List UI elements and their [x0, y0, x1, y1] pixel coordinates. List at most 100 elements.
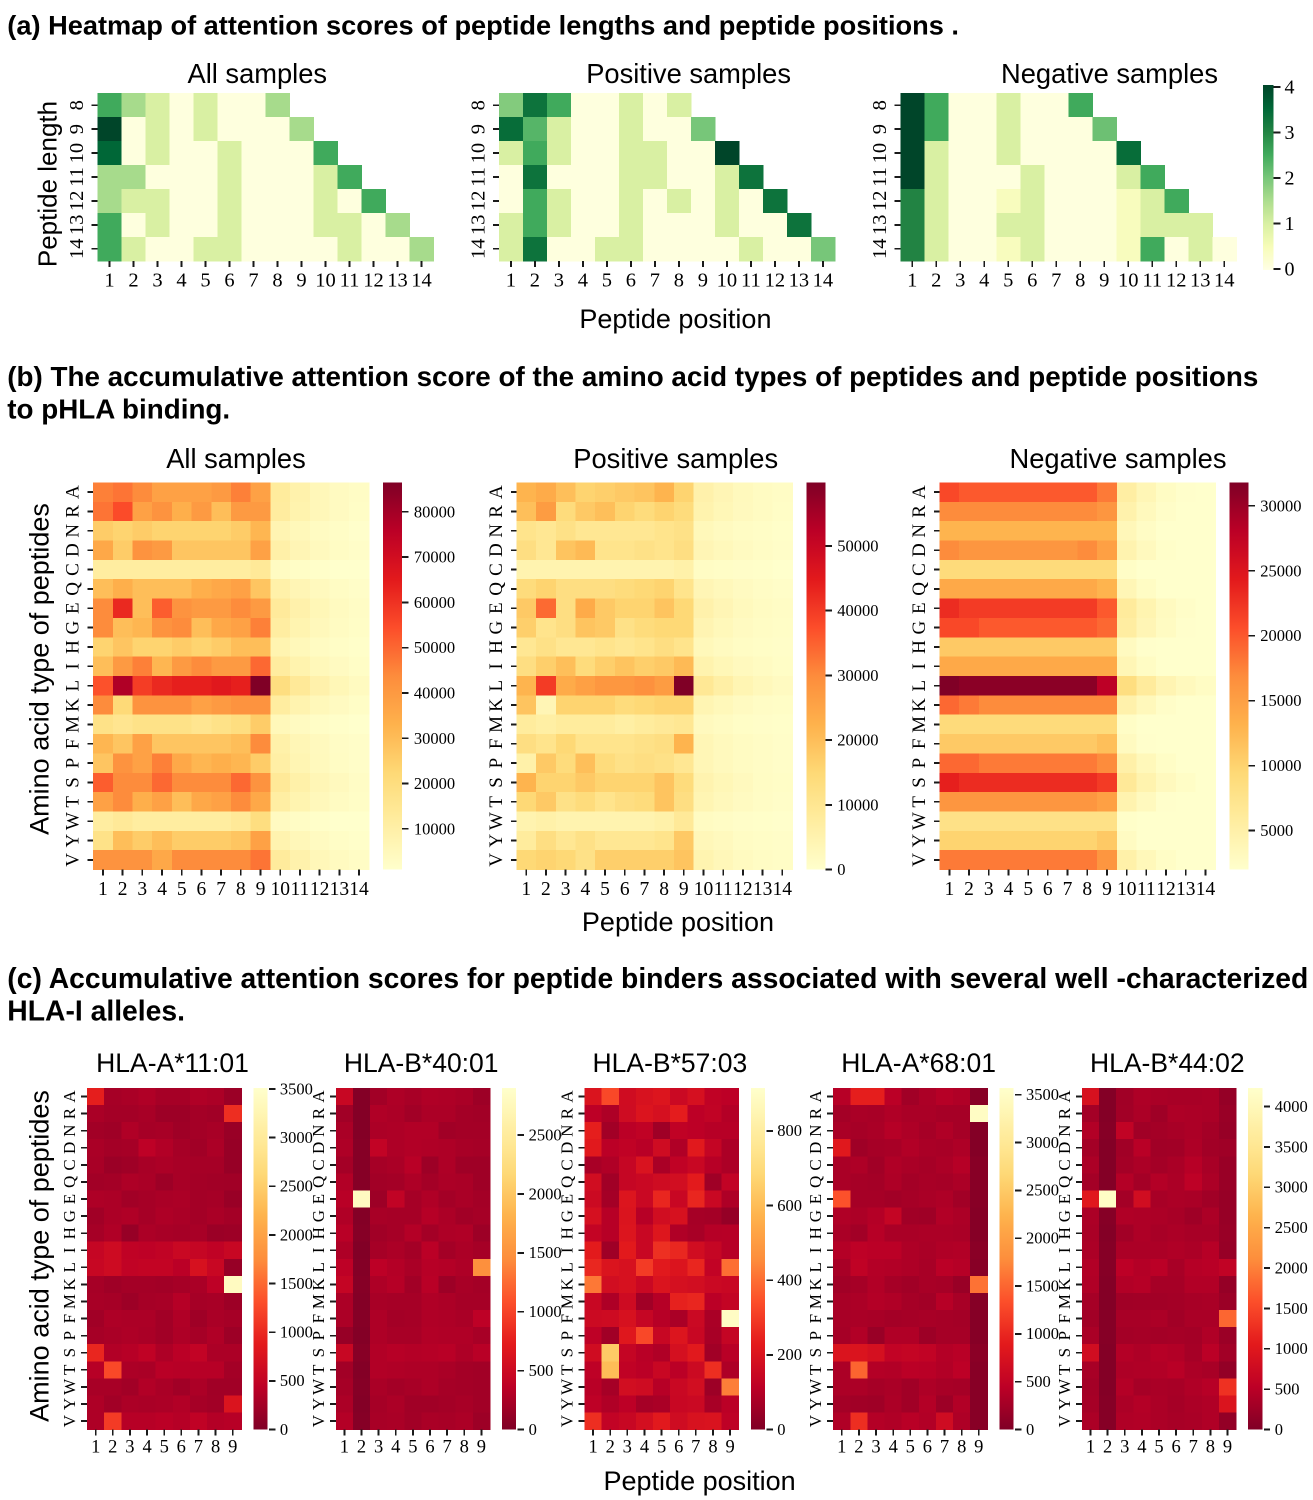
svg-text:8: 8 — [957, 1438, 966, 1458]
svg-text:Peptide position: Peptide position — [582, 907, 774, 937]
svg-text:F: F — [1055, 1314, 1074, 1323]
svg-text:6: 6 — [177, 1438, 186, 1458]
svg-text:1: 1 — [104, 270, 114, 292]
svg-text:M: M — [60, 1294, 79, 1309]
svg-text:N: N — [309, 1125, 328, 1137]
svg-text:Negative samples: Negative samples — [1010, 443, 1227, 474]
svg-text:13: 13 — [387, 270, 408, 292]
svg-text:M: M — [1055, 1294, 1074, 1309]
svg-text:C: C — [806, 1159, 825, 1170]
svg-text:5: 5 — [200, 270, 210, 292]
svg-text:Q: Q — [1055, 1176, 1074, 1188]
svg-text:K: K — [60, 1278, 79, 1291]
svg-text:F: F — [309, 1314, 328, 1323]
svg-text:I: I — [486, 663, 507, 669]
svg-text:2000: 2000 — [529, 1184, 562, 1203]
svg-text:N: N — [486, 524, 507, 538]
svg-text:S: S — [806, 1348, 825, 1357]
svg-text:A: A — [1055, 1090, 1074, 1103]
svg-text:7: 7 — [1063, 879, 1073, 900]
svg-text:10: 10 — [315, 270, 336, 292]
svg-text:8: 8 — [659, 879, 669, 900]
svg-text:12: 12 — [1166, 270, 1187, 292]
svg-text:2: 2 — [128, 270, 138, 292]
svg-text:7: 7 — [640, 879, 650, 900]
svg-text:50000: 50000 — [414, 638, 455, 657]
svg-text:(c) Accumulative attention sco: (c) Accumulative attention scores for pe… — [7, 962, 1308, 994]
svg-text:2500: 2500 — [529, 1125, 562, 1144]
svg-text:14: 14 — [467, 239, 489, 259]
svg-text:T: T — [1055, 1364, 1074, 1375]
svg-text:6: 6 — [674, 1438, 683, 1458]
svg-text:W: W — [558, 1378, 577, 1395]
svg-text:G: G — [63, 620, 84, 634]
svg-text:V: V — [486, 853, 507, 867]
svg-text:E: E — [309, 1194, 328, 1204]
svg-text:H: H — [309, 1227, 328, 1239]
svg-text:4: 4 — [1137, 1438, 1146, 1458]
svg-text:K: K — [806, 1278, 825, 1291]
svg-text:3: 3 — [554, 270, 564, 292]
svg-text:P: P — [1055, 1331, 1074, 1340]
svg-text:C: C — [1055, 1159, 1074, 1170]
svg-text:R: R — [1055, 1107, 1074, 1119]
svg-text:14: 14 — [1214, 270, 1235, 292]
svg-text:C: C — [60, 1159, 79, 1170]
svg-text:10000: 10000 — [837, 795, 878, 814]
svg-text:K: K — [1055, 1278, 1074, 1291]
svg-text:1: 1 — [340, 1438, 349, 1458]
svg-text:A: A — [309, 1090, 328, 1103]
svg-text:L: L — [63, 680, 84, 692]
svg-text:H: H — [63, 640, 84, 654]
svg-text:S: S — [63, 777, 84, 788]
svg-text:600: 600 — [777, 1196, 802, 1215]
svg-text:7: 7 — [248, 270, 258, 292]
svg-text:8: 8 — [467, 100, 489, 110]
svg-text:W: W — [486, 812, 507, 830]
svg-text:S: S — [60, 1348, 79, 1357]
svg-text:40000: 40000 — [414, 684, 455, 703]
svg-text:12: 12 — [66, 191, 88, 212]
svg-text:R: R — [63, 505, 84, 518]
svg-text:2500: 2500 — [280, 1177, 313, 1196]
svg-text:5: 5 — [160, 1438, 169, 1458]
svg-text:3: 3 — [984, 879, 994, 900]
svg-text:7: 7 — [650, 270, 660, 292]
svg-text:P: P — [309, 1331, 328, 1340]
svg-text:10: 10 — [467, 143, 489, 164]
svg-text:W: W — [60, 1378, 79, 1395]
svg-text:13: 13 — [869, 215, 891, 236]
svg-text:11: 11 — [741, 270, 761, 292]
svg-text:8: 8 — [674, 270, 684, 292]
svg-text:4000: 4000 — [1275, 1097, 1308, 1116]
svg-text:200: 200 — [777, 1345, 802, 1364]
svg-text:2000: 2000 — [1026, 1229, 1059, 1248]
svg-text:11: 11 — [869, 167, 891, 187]
svg-text:D: D — [486, 543, 507, 557]
svg-text:D: D — [909, 543, 930, 557]
svg-text:14: 14 — [349, 879, 369, 900]
svg-text:5: 5 — [1003, 270, 1013, 292]
svg-text:C: C — [909, 563, 930, 576]
svg-text:W: W — [806, 1378, 825, 1395]
svg-text:R: R — [909, 505, 930, 518]
svg-text:1: 1 — [98, 879, 108, 900]
svg-text:4: 4 — [1004, 879, 1014, 900]
svg-text:to pHLA binding.: to pHLA binding. — [7, 394, 230, 425]
svg-text:1: 1 — [506, 270, 516, 292]
svg-text:500: 500 — [280, 1371, 305, 1390]
svg-text:T: T — [806, 1364, 825, 1375]
svg-text:Y: Y — [309, 1398, 328, 1410]
svg-text:I: I — [806, 1247, 825, 1253]
svg-text:4: 4 — [157, 879, 167, 900]
svg-text:E: E — [558, 1194, 577, 1204]
svg-text:D: D — [60, 1142, 79, 1154]
svg-text:2500: 2500 — [1275, 1218, 1308, 1237]
svg-text:11: 11 — [1137, 879, 1156, 900]
svg-text:E: E — [806, 1194, 825, 1204]
svg-text:HLA-A*11:01: HLA-A*11:01 — [96, 1048, 249, 1078]
svg-text:D: D — [63, 543, 84, 557]
svg-text:9: 9 — [698, 270, 708, 292]
svg-text:HLA-I alleles.: HLA-I alleles. — [7, 995, 185, 1027]
svg-text:E: E — [1055, 1194, 1074, 1204]
